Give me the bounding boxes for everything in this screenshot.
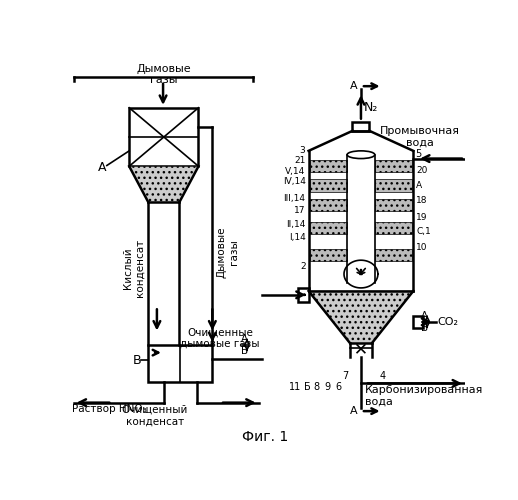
Text: Промывочная
вода: Промывочная вода: [380, 126, 461, 148]
Text: Дымовые
газы: Дымовые газы: [217, 227, 239, 278]
Text: 21: 21: [294, 156, 306, 164]
Text: 18: 18: [416, 196, 428, 205]
Text: CO₂: CO₂: [437, 317, 458, 327]
Text: Раствор HNO₃: Раствор HNO₃: [72, 404, 147, 414]
Text: III,14: III,14: [283, 194, 306, 203]
Text: Б: Б: [241, 346, 248, 356]
Text: N₂: N₂: [364, 101, 379, 114]
Bar: [352, 122, 369, 131]
Text: 7: 7: [342, 370, 349, 380]
Text: 6: 6: [336, 382, 342, 392]
Text: 20: 20: [416, 166, 428, 174]
Text: 11: 11: [289, 382, 301, 392]
Text: Очищенные
дымовые газы: Очищенные дымовые газы: [180, 327, 260, 349]
Text: Дымовые
газы: Дымовые газы: [136, 64, 191, 86]
Bar: [413, 316, 423, 328]
Text: А: А: [416, 181, 423, 190]
Bar: [129, 108, 198, 166]
Bar: [310, 248, 347, 261]
Text: Б: Б: [304, 382, 310, 392]
Text: 8: 8: [313, 382, 320, 392]
Text: Кислый
конденсат: Кислый конденсат: [123, 239, 145, 297]
Text: 4: 4: [380, 370, 385, 380]
Text: V,14: V,14: [285, 167, 306, 176]
Text: А: А: [350, 81, 358, 91]
Text: Б: Б: [421, 323, 428, 333]
Text: 17: 17: [294, 206, 306, 216]
Text: А: А: [241, 334, 248, 344]
Bar: [375, 160, 412, 172]
Bar: [375, 180, 412, 192]
Bar: [375, 248, 412, 261]
Text: Карбонизированная
вода: Карбонизированная вода: [365, 385, 483, 406]
Text: Фиг. 1: Фиг. 1: [242, 430, 289, 444]
Bar: [310, 180, 347, 192]
Text: 5: 5: [415, 149, 421, 159]
Text: С,1: С,1: [416, 227, 431, 236]
Bar: [375, 222, 412, 234]
Text: 9: 9: [324, 382, 330, 392]
Polygon shape: [309, 291, 413, 344]
Bar: [149, 345, 212, 382]
Polygon shape: [129, 166, 198, 202]
Bar: [298, 288, 309, 302]
Text: Очищенный
конденсат: Очищенный конденсат: [121, 405, 188, 426]
Bar: [375, 198, 412, 211]
Text: IV,14: IV,14: [283, 177, 306, 186]
Text: А: А: [421, 310, 428, 320]
Bar: [310, 198, 347, 211]
Bar: [310, 160, 347, 172]
Text: 19: 19: [416, 214, 428, 222]
Text: II,14: II,14: [286, 220, 306, 228]
Text: 2: 2: [300, 262, 306, 271]
Text: А: А: [98, 162, 107, 174]
Text: А: А: [350, 406, 358, 416]
Bar: [310, 222, 347, 234]
Text: I,14: I,14: [289, 232, 306, 241]
Text: В: В: [133, 354, 141, 367]
Text: 3: 3: [300, 146, 306, 156]
Text: 10: 10: [416, 242, 428, 252]
